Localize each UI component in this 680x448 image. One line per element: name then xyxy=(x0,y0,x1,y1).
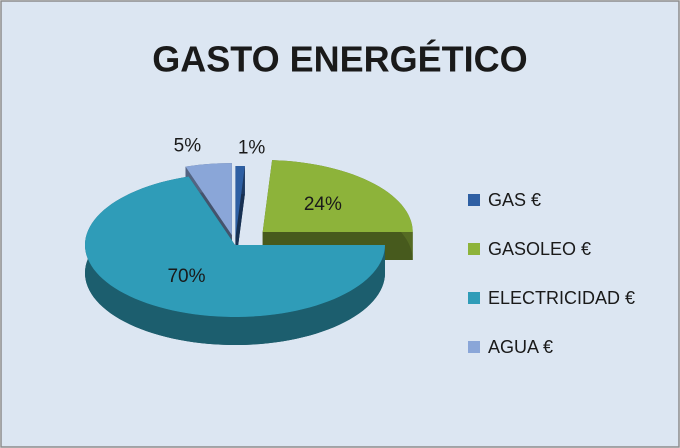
data-label: 70% xyxy=(167,266,205,287)
legend-swatch xyxy=(468,194,480,206)
slice xyxy=(85,176,386,317)
data-label: 24% xyxy=(304,194,342,215)
legend-swatch xyxy=(468,292,480,304)
legend-label: GAS € xyxy=(488,190,541,210)
legend-label: ELECTRICIDAD € xyxy=(488,288,635,308)
slice xyxy=(262,160,413,232)
pie-tops xyxy=(85,160,413,317)
legend-swatch xyxy=(468,243,480,255)
chart-title: GASTO ENERGÉTICO xyxy=(152,39,527,80)
slice xyxy=(235,166,245,239)
legend-label: AGUA € xyxy=(488,337,553,357)
legend-swatch xyxy=(468,341,480,353)
data-label: 1% xyxy=(238,137,266,158)
data-label: 5% xyxy=(174,136,202,157)
slice xyxy=(185,163,232,236)
legend-label: GASOLEO € xyxy=(488,239,591,259)
